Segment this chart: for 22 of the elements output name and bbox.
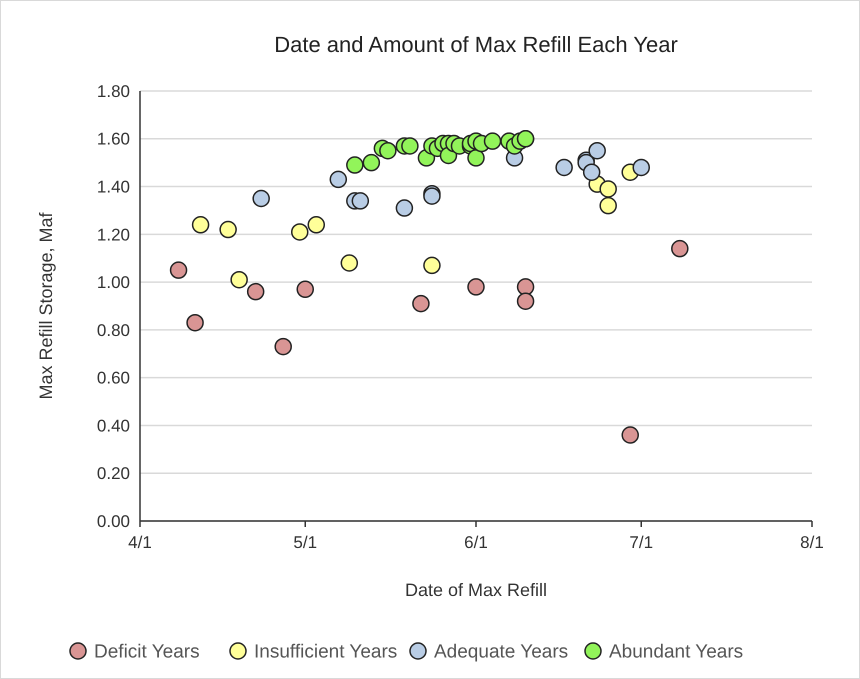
y-tick-label: 1.20: [96, 225, 130, 244]
y-tick-label: 1.00: [96, 273, 130, 292]
y-tick-label: 0.60: [96, 368, 130, 388]
x-axis-title: Date of Max Refill: [404, 580, 548, 600]
y-tick-label: 1.40: [96, 178, 130, 197]
x-tick-label: 7/1: [629, 533, 654, 552]
legend-label: Adequate Years: [434, 642, 568, 663]
chart-title: Date and Amount of Max Refill Each Year: [274, 32, 678, 57]
legend-label: Insufficient Years: [254, 642, 398, 663]
y-tick-label: 0.20: [96, 464, 130, 484]
x-tick-label: 6/1: [464, 533, 488, 552]
x-tick-label: 4/1: [128, 533, 152, 552]
y-tick-label: 1.80: [96, 82, 130, 101]
y-tick-label: 0.80: [96, 320, 130, 340]
y-axis-title: Max Refill Storage, Maf: [36, 211, 56, 400]
legend-label: Abundant Years: [609, 642, 744, 663]
x-tick-label: 8/1: [800, 533, 824, 552]
y-tick-label: 1.60: [96, 130, 130, 149]
y-tick-label: 0.00: [96, 512, 130, 531]
y-tick-label: 0.40: [96, 416, 130, 436]
x-tick-label: 5/1: [293, 533, 318, 552]
legend-label: Deficit Years: [94, 642, 200, 663]
